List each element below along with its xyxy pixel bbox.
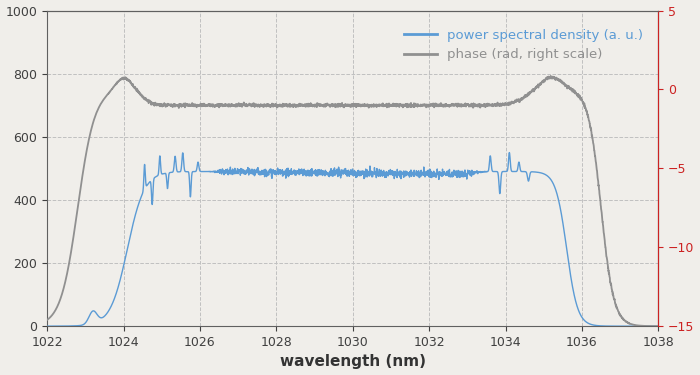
Legend: power spectral density (a. u.), phase (rad, right scale): power spectral density (a. u.), phase (r… bbox=[398, 24, 649, 67]
X-axis label: wavelength (nm): wavelength (nm) bbox=[280, 354, 426, 369]
